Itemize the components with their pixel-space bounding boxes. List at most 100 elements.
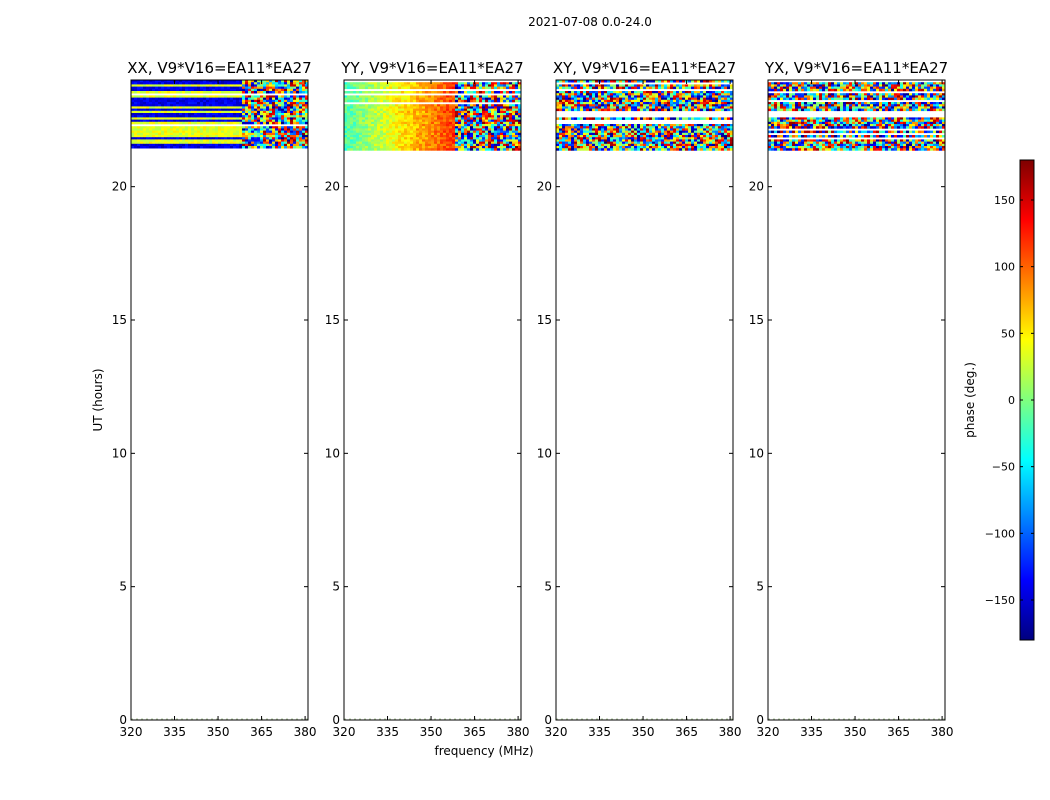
heatmap-cell: [518, 135, 522, 138]
heatmap-cell: [188, 130, 192, 134]
heatmap-cell: [305, 104, 309, 107]
heatmap-cell: [464, 106, 468, 109]
heatmap-cell: [206, 91, 210, 94]
heatmap-cell: [518, 121, 522, 125]
heatmap-cell: [368, 143, 372, 147]
heatmap-cell: [257, 141, 261, 145]
heatmap-cell: [595, 132, 599, 136]
heatmap-cell: [368, 82, 372, 85]
heatmap-cell: [218, 80, 222, 83]
heatmap-cell: [670, 84, 674, 87]
heatmap-cell: [637, 102, 641, 105]
heatmap-cell: [676, 84, 680, 87]
heatmap-cell: [458, 146, 462, 149]
heatmap-cell: [473, 115, 477, 118]
heatmap-cell: [176, 91, 180, 94]
heatmap-cell: [197, 130, 201, 134]
heatmap-cell: [440, 124, 444, 127]
heatmap-cell: [389, 82, 393, 85]
heatmap-cell: [440, 113, 444, 116]
heatmap-cell: [350, 113, 354, 116]
heatmap-cell: [607, 84, 611, 87]
heatmap-cell: [146, 139, 150, 142]
heatmap-cell: [371, 113, 375, 116]
heatmap-cell: [419, 139, 423, 142]
heatmap-cell: [251, 121, 255, 125]
heatmap-cell: [161, 117, 165, 120]
heatmap-cell: [290, 126, 294, 129]
heatmap-cell: [236, 139, 240, 142]
heatmap-cell: [425, 113, 429, 116]
heatmap-cell: [682, 126, 686, 129]
heatmap-cell: [506, 141, 510, 145]
heatmap-cell: [437, 84, 441, 87]
heatmap-cell: [613, 86, 617, 90]
heatmap-cell: [380, 132, 384, 136]
heatmap-cell: [670, 132, 674, 136]
heatmap-cell: [428, 115, 432, 118]
heatmap-cell: [673, 84, 677, 87]
heatmap-cell: [577, 102, 581, 105]
heatmap-cell: [371, 146, 375, 149]
heatmap-cell: [518, 137, 522, 140]
heatmap-cell: [709, 84, 713, 87]
heatmap-cell: [625, 148, 629, 151]
heatmap-cell: [476, 91, 480, 94]
heatmap-cell: [446, 141, 450, 145]
heatmap-cell: [401, 128, 405, 131]
heatmap-cell: [200, 106, 204, 109]
heatmap-cell: [203, 119, 207, 123]
heatmap-cell: [251, 88, 255, 92]
heatmap-cell: [852, 82, 856, 85]
heatmap-cell: [437, 139, 441, 142]
heatmap-cell: [380, 113, 384, 116]
heatmap-cell: [637, 104, 641, 107]
heatmap-cell: [434, 130, 438, 134]
heatmap-cell: [694, 143, 698, 147]
heatmap-cell: [559, 143, 563, 147]
heatmap-cell: [479, 137, 483, 140]
heatmap-cell: [688, 99, 692, 103]
heatmap-cell: [506, 91, 510, 94]
heatmap-cell: [649, 84, 653, 87]
heatmap-cell: [730, 141, 734, 145]
heatmap-cell: [485, 108, 489, 112]
heatmap-cell: [491, 99, 495, 103]
heatmap-cell: [634, 124, 638, 127]
heatmap-cell: [482, 146, 486, 149]
y-tick-label: 20: [112, 180, 127, 194]
heatmap-cell: [589, 86, 593, 90]
heatmap-cell: [290, 135, 294, 138]
heatmap-cell: [305, 126, 309, 129]
heatmap-cell: [694, 93, 698, 96]
heatmap-cell: [290, 82, 294, 85]
heatmap-cell: [452, 108, 456, 112]
heatmap-cell: [299, 110, 303, 114]
heatmap-cell: [161, 132, 165, 136]
heatmap-cell: [688, 102, 692, 105]
heatmap-cell: [143, 126, 147, 129]
heatmap-cell: [637, 139, 641, 142]
heatmap-cell: [191, 137, 195, 140]
heatmap-cell: [691, 86, 695, 90]
heatmap-cell: [188, 99, 192, 103]
heatmap-cell: [494, 82, 498, 85]
heatmap-cell: [185, 117, 189, 120]
heatmap-cell: [389, 128, 393, 131]
heatmap-cell: [455, 117, 459, 120]
heatmap-cell: [359, 84, 363, 87]
heatmap-cell: [664, 80, 668, 83]
heatmap-cell: [595, 135, 599, 138]
heatmap-cell: [227, 110, 231, 114]
heatmap-cell: [694, 106, 698, 109]
heatmap-cell: [134, 113, 138, 116]
heatmap-cell: [703, 102, 707, 105]
heatmap-cell: [476, 146, 480, 149]
heatmap-cell: [353, 141, 357, 145]
heatmap-cell: [652, 84, 656, 87]
panel-title: XY, V9*V16=EA11*EA27: [553, 59, 736, 77]
heatmap-cell: [512, 148, 516, 151]
heatmap-cell: [613, 93, 617, 96]
heatmap-cell: [655, 102, 659, 105]
heatmap-cell: [628, 139, 632, 142]
